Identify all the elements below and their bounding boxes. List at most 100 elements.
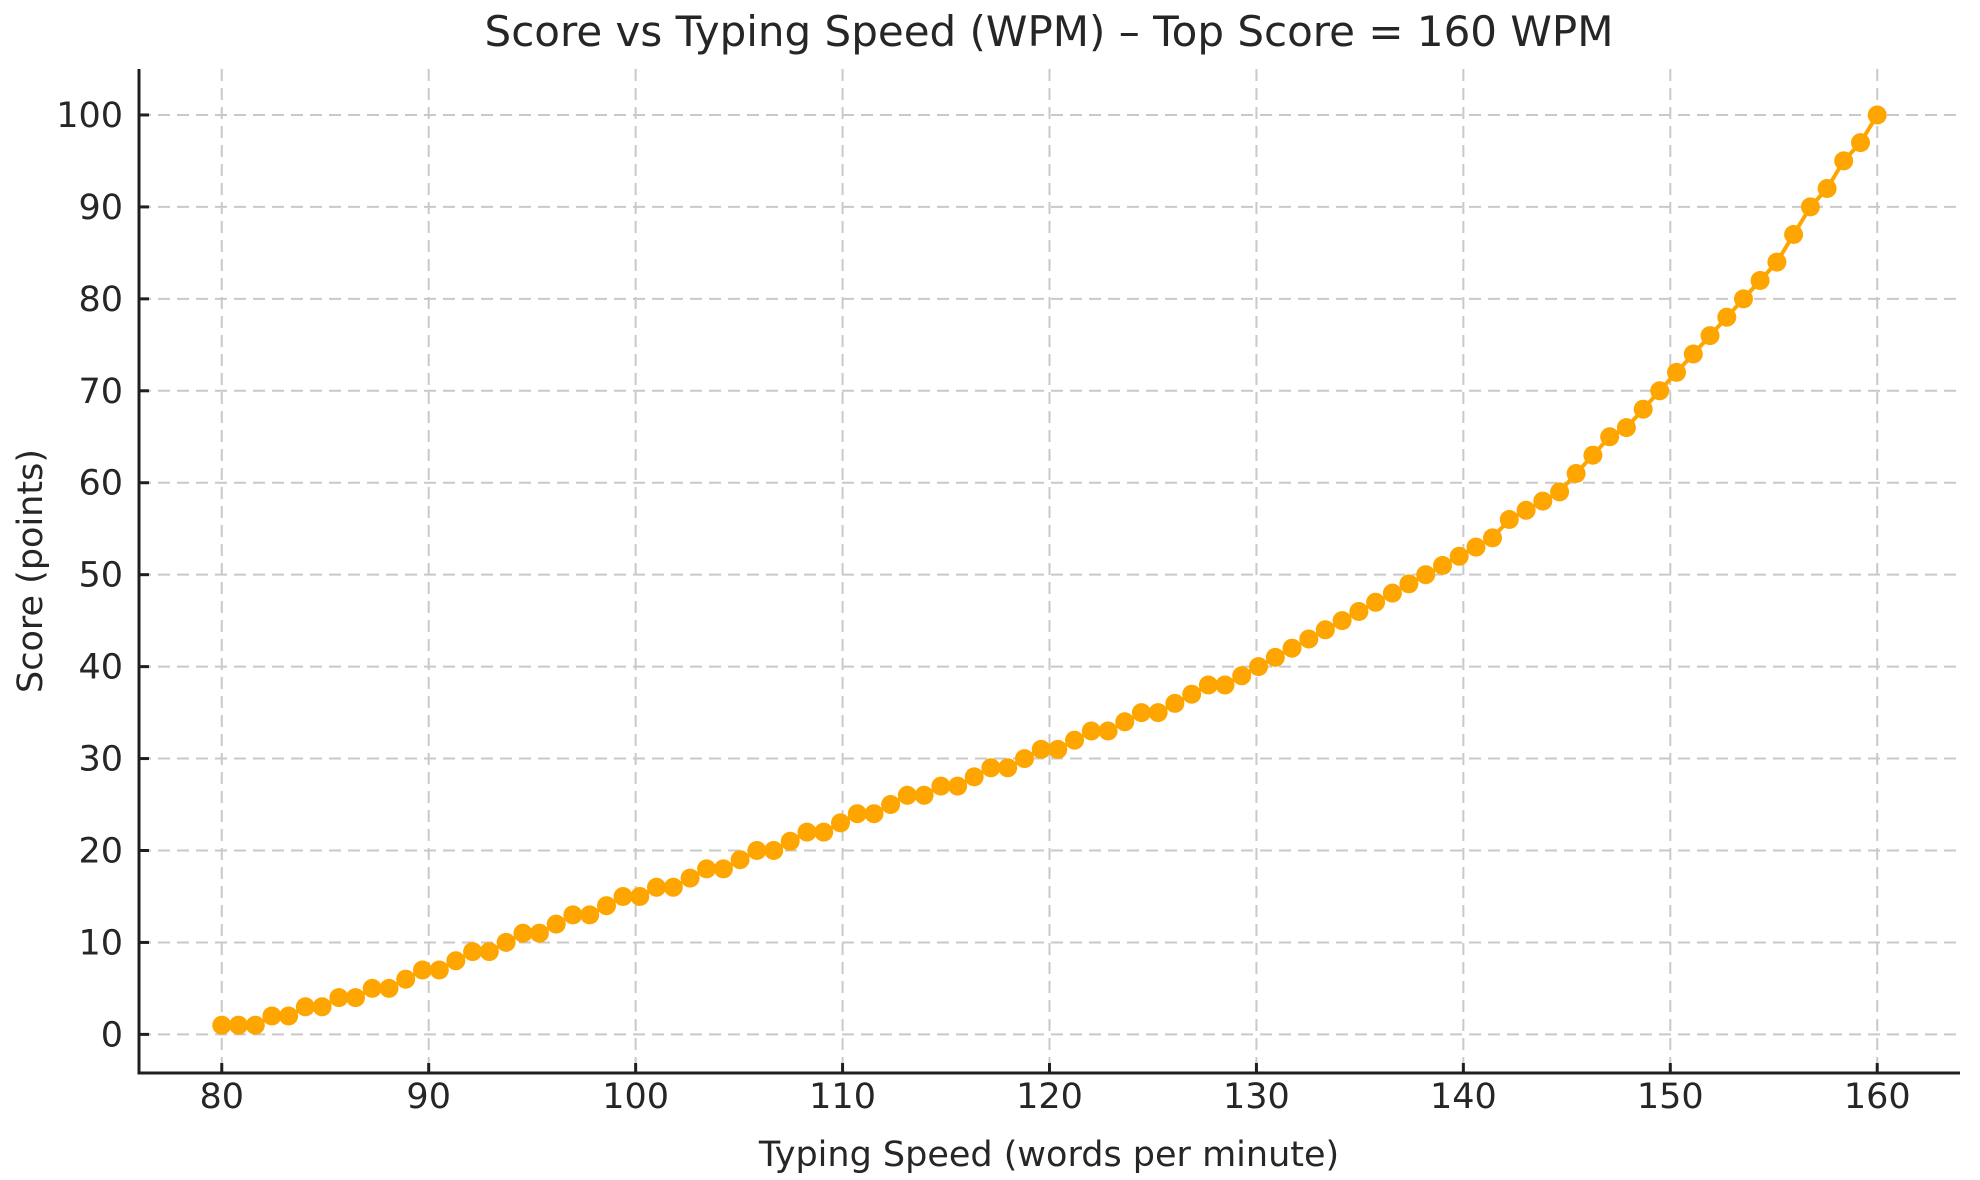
data-point <box>580 905 600 925</box>
data-point <box>1834 151 1854 171</box>
data-point <box>329 988 349 1008</box>
data-point <box>964 767 984 787</box>
data-point <box>1667 362 1686 382</box>
y-tick-label: 0 <box>101 1015 123 1055</box>
data-point <box>413 960 432 980</box>
data-point <box>379 978 399 998</box>
y-tick-label: 70 <box>78 372 123 412</box>
data-point <box>1734 289 1753 309</box>
data-point <box>897 785 917 805</box>
data-point <box>998 758 1018 778</box>
data-point <box>1650 381 1670 401</box>
data-point <box>1366 592 1386 612</box>
data-point <box>1851 133 1870 153</box>
x-tick-label: 100 <box>602 1077 669 1117</box>
data-point <box>1717 307 1737 327</box>
data-point <box>1767 252 1787 272</box>
data-point <box>1081 721 1101 741</box>
data-point <box>1282 638 1302 658</box>
data-point <box>1600 427 1620 447</box>
y-tick-label: 20 <box>78 832 123 872</box>
data-point <box>680 868 700 888</box>
x-tick-label: 120 <box>1016 1077 1083 1117</box>
data-point <box>1332 611 1352 631</box>
data-point <box>864 804 884 824</box>
data-point <box>1750 271 1770 290</box>
data-point <box>1449 546 1469 566</box>
y-tick-label: 50 <box>78 556 123 596</box>
data-point <box>647 877 666 897</box>
x-tick-label: 150 <box>1637 1077 1704 1117</box>
data-point <box>563 905 583 925</box>
data-point <box>1583 445 1603 465</box>
data-point <box>1416 565 1436 585</box>
data-point <box>529 923 549 943</box>
data-point <box>1566 464 1586 483</box>
data-point <box>931 776 951 796</box>
data-point <box>546 914 566 934</box>
data-point <box>245 1015 265 1035</box>
data-point <box>1683 344 1703 364</box>
data-point <box>948 776 968 796</box>
data-point <box>1215 675 1235 695</box>
data-point <box>362 978 382 998</box>
data-point <box>1198 675 1218 695</box>
y-tick-label: 60 <box>78 464 123 504</box>
score-series <box>212 105 1887 1035</box>
data-point <box>1098 721 1118 741</box>
data-point <box>831 813 850 833</box>
y-tick-label: 90 <box>78 188 123 228</box>
data-point <box>212 1015 232 1035</box>
data-point <box>429 960 449 980</box>
data-point <box>312 997 332 1017</box>
data-point <box>1299 629 1319 649</box>
y-tick-label: 40 <box>78 648 123 688</box>
data-point <box>496 932 516 952</box>
data-point <box>295 997 315 1017</box>
x-tick-label: 160 <box>1844 1077 1911 1117</box>
data-point <box>1249 657 1268 677</box>
data-point <box>1182 684 1202 704</box>
data-point <box>396 969 416 989</box>
data-point <box>1466 537 1486 557</box>
x-tick-label: 130 <box>1223 1077 1290 1117</box>
data-point <box>1499 510 1519 529</box>
data-point <box>1616 418 1636 438</box>
data-point <box>747 841 767 860</box>
data-point <box>1633 399 1653 419</box>
data-point <box>1784 225 1804 244</box>
data-point <box>1700 326 1720 346</box>
data-point <box>1232 666 1252 686</box>
y-tick-label: 10 <box>78 923 123 963</box>
axis-ticks <box>139 113 1879 1073</box>
data-point <box>1433 556 1452 575</box>
data-point <box>463 942 483 962</box>
data-point <box>1015 749 1034 769</box>
data-point <box>479 942 499 962</box>
data-point <box>730 850 750 870</box>
data-point <box>1065 730 1084 750</box>
data-point <box>1483 528 1502 548</box>
data-point <box>1800 197 1820 217</box>
gridlines <box>139 69 1960 1073</box>
data-point <box>630 887 650 906</box>
data-point <box>1165 693 1185 713</box>
data-point <box>446 951 466 971</box>
y-tick-label: 30 <box>78 740 123 780</box>
data-point <box>1516 500 1536 520</box>
data-point <box>1131 703 1151 723</box>
data-point <box>1048 739 1068 759</box>
x-axis-label: Typing Speed (words per minute) <box>758 1135 1339 1175</box>
data-point <box>262 1006 282 1026</box>
data-point <box>697 859 717 879</box>
data-point <box>1533 491 1553 511</box>
y-tick-label: 100 <box>56 96 123 136</box>
data-point <box>1148 703 1168 723</box>
data-point <box>881 795 901 814</box>
x-tick-label: 140 <box>1430 1077 1497 1117</box>
data-point <box>1382 583 1402 603</box>
x-tick-label: 90 <box>406 1077 451 1117</box>
data-point <box>713 859 733 879</box>
data-point <box>1399 574 1419 594</box>
